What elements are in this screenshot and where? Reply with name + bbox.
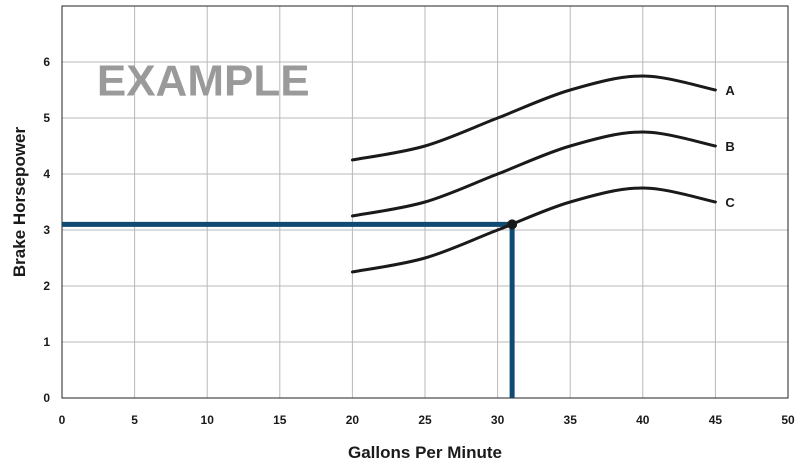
series-line-a <box>350 74 717 162</box>
x-tick-label-5: 5 <box>131 413 138 427</box>
x-tick-label-10: 10 <box>201 413 215 427</box>
series-line-b <box>350 130 717 218</box>
y-tick-label-0: 0 <box>43 391 50 405</box>
x-tick-label-40: 40 <box>636 413 650 427</box>
x-tick-labels: 0 5 10 15 20 25 30 35 40 45 50 <box>59 413 795 427</box>
y-axis-title: Brake Horsepower <box>10 127 29 278</box>
reference-points <box>507 219 518 230</box>
grid <box>62 6 788 398</box>
x-tick-label-30: 30 <box>491 413 505 427</box>
y-tick-label-5: 5 <box>43 111 50 125</box>
x-tick-label-35: 35 <box>564 413 578 427</box>
series-label-a: A <box>725 83 735 98</box>
plot-frame <box>61 5 789 399</box>
y-tick-label-1: 1 <box>43 335 50 349</box>
example-watermark: EXAMPLE <box>97 57 310 106</box>
x-tick-label-0: 0 <box>59 413 66 427</box>
y-tick-label-2: 2 <box>43 279 50 293</box>
series-label-b: B <box>725 139 734 154</box>
x-tick-label-15: 15 <box>273 413 287 427</box>
reference-point-marker <box>507 219 518 230</box>
y-tick-label-4: 4 <box>43 167 50 181</box>
series-lines <box>350 74 717 274</box>
x-tick-label-45: 45 <box>709 413 723 427</box>
x-tick-label-50: 50 <box>781 413 795 427</box>
series-labels: A B C <box>725 83 735 210</box>
x-tick-label-20: 20 <box>346 413 360 427</box>
series-line-c <box>350 186 717 274</box>
x-tick-label-25: 25 <box>418 413 432 427</box>
reference-lines <box>62 221 515 398</box>
y-tick-label-3: 3 <box>43 223 50 237</box>
x-axis-title: Gallons Per Minute <box>348 443 502 462</box>
y-tick-labels: 0 1 2 3 4 5 6 <box>43 55 50 405</box>
y-tick-label-6: 6 <box>43 55 50 69</box>
series-label-c: C <box>725 195 735 210</box>
